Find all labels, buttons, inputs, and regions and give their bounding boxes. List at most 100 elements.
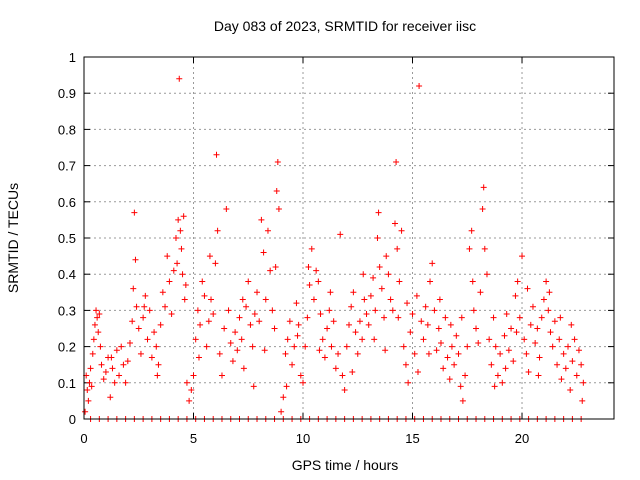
data-point bbox=[153, 343, 160, 350]
data-point bbox=[197, 321, 204, 328]
data-point bbox=[324, 325, 331, 332]
data-point bbox=[286, 318, 293, 325]
data-point bbox=[126, 339, 133, 346]
data-point bbox=[316, 347, 323, 354]
data-point bbox=[122, 379, 129, 386]
data-point bbox=[575, 347, 582, 354]
data-point bbox=[239, 296, 246, 303]
data-point bbox=[375, 209, 382, 216]
data-point bbox=[236, 314, 243, 321]
data-point bbox=[170, 267, 177, 274]
y-tick-label: 0.6 bbox=[58, 195, 76, 210]
data-point bbox=[365, 321, 372, 328]
data-point bbox=[327, 289, 334, 296]
data-point bbox=[317, 311, 324, 318]
data-point bbox=[470, 307, 477, 314]
data-point bbox=[371, 336, 378, 343]
data-point bbox=[425, 350, 432, 357]
data-point bbox=[372, 307, 379, 314]
data-point bbox=[573, 372, 580, 379]
data-point bbox=[247, 321, 254, 328]
data-point bbox=[480, 184, 487, 191]
data-point bbox=[278, 408, 285, 415]
data-point bbox=[85, 397, 92, 404]
data-point bbox=[393, 158, 400, 165]
data-point bbox=[446, 376, 453, 383]
data-point bbox=[521, 336, 528, 343]
data-point bbox=[543, 278, 550, 285]
data-point bbox=[387, 296, 394, 303]
data-point bbox=[175, 216, 182, 223]
data-point bbox=[132, 256, 139, 263]
data-point bbox=[116, 372, 123, 379]
data-point bbox=[525, 368, 532, 375]
data-point bbox=[567, 387, 574, 394]
data-point bbox=[479, 206, 486, 213]
data-point bbox=[453, 332, 460, 339]
data-point bbox=[580, 379, 587, 386]
data-point bbox=[535, 372, 542, 379]
data-point bbox=[350, 289, 357, 296]
data-point bbox=[341, 387, 348, 394]
data-point bbox=[284, 336, 291, 343]
data-point bbox=[422, 303, 429, 310]
data-point bbox=[111, 379, 118, 386]
data-point bbox=[113, 347, 120, 354]
data-point bbox=[433, 347, 440, 354]
data-point bbox=[404, 300, 411, 307]
data-point bbox=[398, 227, 405, 234]
x-tick-label: 0 bbox=[80, 431, 87, 446]
data-point bbox=[427, 278, 434, 285]
data-point bbox=[258, 216, 265, 223]
data-point bbox=[148, 354, 155, 361]
data-point bbox=[118, 343, 125, 350]
data-point bbox=[87, 365, 94, 372]
data-point bbox=[411, 350, 418, 357]
data-point bbox=[549, 343, 556, 350]
data-point bbox=[98, 361, 105, 368]
data-point bbox=[352, 329, 359, 336]
data-point bbox=[109, 365, 116, 372]
y-tick-label: 1 bbox=[69, 50, 76, 65]
x-tick-labels: 0 5 10 15 20 bbox=[80, 431, 529, 446]
data-point bbox=[457, 383, 464, 390]
data-point bbox=[176, 75, 183, 82]
plot-frame bbox=[83, 56, 615, 420]
data-point bbox=[490, 314, 497, 321]
data-point bbox=[497, 350, 504, 357]
data-point bbox=[524, 285, 531, 292]
data-point bbox=[315, 278, 322, 285]
data-point bbox=[477, 289, 484, 296]
data-point bbox=[343, 343, 350, 350]
x-tick-label: 15 bbox=[405, 431, 419, 446]
data-point bbox=[146, 307, 153, 314]
data-point bbox=[330, 318, 337, 325]
data-point bbox=[448, 343, 455, 350]
data-point bbox=[254, 289, 261, 296]
data-point bbox=[181, 296, 188, 303]
data-point bbox=[554, 361, 561, 368]
data-point bbox=[310, 296, 317, 303]
y-tick-label: 0.1 bbox=[58, 376, 76, 391]
data-point bbox=[238, 336, 245, 343]
data-point bbox=[289, 361, 296, 368]
data-point bbox=[560, 350, 567, 357]
data-point bbox=[308, 245, 315, 252]
data-point bbox=[154, 372, 161, 379]
data-point bbox=[420, 336, 427, 343]
data-point bbox=[569, 358, 576, 365]
data-point bbox=[326, 307, 333, 314]
data-point bbox=[510, 358, 517, 365]
data-point bbox=[135, 325, 142, 332]
data-point bbox=[534, 325, 541, 332]
data-point bbox=[381, 314, 388, 321]
data-point bbox=[141, 303, 148, 310]
data-point bbox=[182, 282, 189, 289]
data-point bbox=[462, 372, 469, 379]
data-point bbox=[234, 347, 241, 354]
data-point bbox=[391, 220, 398, 227]
data-point bbox=[84, 387, 91, 394]
data-point bbox=[464, 343, 471, 350]
data-point bbox=[540, 296, 547, 303]
data-point bbox=[491, 383, 498, 390]
